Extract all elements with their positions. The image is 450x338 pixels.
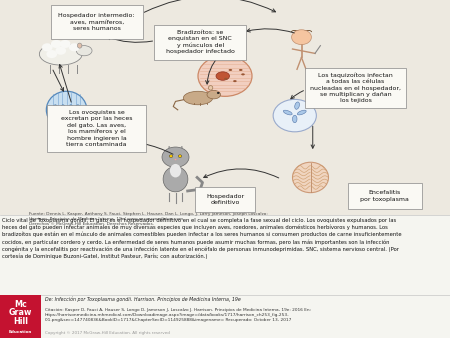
- Ellipse shape: [68, 105, 74, 115]
- Circle shape: [60, 40, 71, 48]
- FancyBboxPatch shape: [0, 295, 41, 338]
- FancyBboxPatch shape: [50, 5, 143, 39]
- Circle shape: [217, 92, 220, 94]
- Ellipse shape: [229, 69, 232, 71]
- Ellipse shape: [239, 69, 243, 71]
- Text: Copyright © 2017 McGraw-Hill Education. All rights reserved: Copyright © 2017 McGraw-Hill Education. …: [45, 331, 170, 335]
- Circle shape: [54, 108, 57, 111]
- Circle shape: [69, 108, 72, 111]
- Ellipse shape: [163, 167, 188, 192]
- Circle shape: [55, 47, 66, 55]
- FancyBboxPatch shape: [305, 68, 406, 108]
- Ellipse shape: [75, 105, 81, 115]
- Ellipse shape: [60, 105, 66, 115]
- FancyBboxPatch shape: [194, 187, 256, 212]
- Circle shape: [273, 99, 316, 132]
- Text: Graw: Graw: [9, 309, 32, 317]
- Circle shape: [51, 40, 62, 48]
- Circle shape: [61, 108, 65, 111]
- Circle shape: [178, 155, 182, 158]
- Circle shape: [46, 50, 57, 58]
- Circle shape: [169, 155, 173, 158]
- Text: Hospedador
definitivo: Hospedador definitivo: [206, 194, 244, 205]
- Circle shape: [175, 159, 176, 160]
- Circle shape: [292, 30, 311, 45]
- Text: Los taquizoítos infectan
a todas las células
nucleadas en el hospedador,
se mult: Los taquizoítos infectan a todas las cél…: [310, 73, 401, 103]
- FancyBboxPatch shape: [154, 25, 247, 60]
- Ellipse shape: [216, 72, 230, 80]
- FancyBboxPatch shape: [0, 0, 450, 215]
- Ellipse shape: [233, 80, 237, 82]
- Ellipse shape: [295, 102, 299, 109]
- Text: Hospedador intermedio:
aves, mamíferos,
seres humanos: Hospedador intermedio: aves, mamíferos, …: [58, 13, 135, 31]
- Text: Mc: Mc: [14, 300, 27, 309]
- Text: Hill: Hill: [13, 317, 28, 326]
- Circle shape: [198, 56, 252, 96]
- Ellipse shape: [184, 91, 212, 105]
- FancyBboxPatch shape: [47, 105, 146, 152]
- Circle shape: [76, 108, 80, 111]
- Circle shape: [162, 147, 189, 167]
- Ellipse shape: [292, 115, 297, 123]
- Ellipse shape: [76, 46, 92, 56]
- Circle shape: [69, 43, 80, 51]
- Text: Ciclo vital de Toxoplasma gondii. El gato es el hospedador definitivo en el cual: Ciclo vital de Toxoplasma gondii. El gat…: [2, 218, 402, 259]
- Text: Encefalitis
por toxoplasma: Encefalitis por toxoplasma: [360, 190, 409, 202]
- Ellipse shape: [284, 110, 292, 115]
- Text: Bradizoítos: se
enquistan en el SNC
y músculos del
hospedador infectado: Bradizoítos: se enquistan en el SNC y mú…: [166, 30, 235, 54]
- Text: Education: Education: [9, 330, 32, 334]
- Text: Fuente: Dennis L. Kasper, Anthony S. Fauci, Stephen L. Hauser, Dan L. Longo, J. : Fuente: Dennis L. Kasper, Anthony S. Fau…: [29, 212, 268, 226]
- Ellipse shape: [297, 110, 306, 115]
- FancyBboxPatch shape: [347, 183, 422, 209]
- Ellipse shape: [208, 86, 213, 90]
- Ellipse shape: [52, 105, 58, 115]
- Ellipse shape: [224, 78, 228, 80]
- Ellipse shape: [170, 164, 181, 177]
- Ellipse shape: [292, 162, 328, 193]
- Ellipse shape: [40, 43, 82, 65]
- Ellipse shape: [207, 91, 220, 99]
- Ellipse shape: [77, 43, 82, 48]
- Text: De: Infección por Toxoplasma gondii. Harrison. Principios de Medicina Interna, 1: De: Infección por Toxoplasma gondii. Har…: [45, 297, 241, 302]
- Ellipse shape: [241, 73, 245, 75]
- Circle shape: [42, 43, 53, 51]
- Text: Citación: Kasper D, Fauci A, Hauser S, Longo D, Jameson J, Loscalzo J. Harrison.: Citación: Kasper D, Fauci A, Hauser S, L…: [45, 308, 311, 322]
- Ellipse shape: [46, 91, 87, 128]
- Text: Los ovoquistes se
excretan por las heces
del gato. Las aves,
los mamíferos y el
: Los ovoquistes se excretan por las heces…: [61, 110, 132, 147]
